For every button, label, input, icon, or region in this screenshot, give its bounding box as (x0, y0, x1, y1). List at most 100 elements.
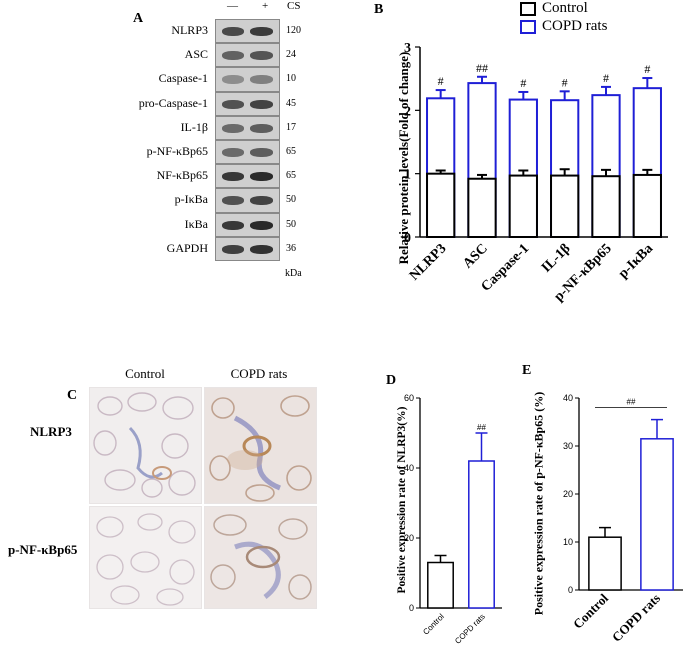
significance-mark: # (438, 74, 444, 88)
blot-strip (215, 188, 280, 213)
blot-band (222, 99, 244, 109)
bar-control (588, 536, 622, 591)
blot-band (250, 220, 273, 230)
blot-strip (215, 212, 280, 237)
bar-control (508, 174, 538, 238)
blot-strip (215, 19, 280, 44)
y-tick-label: 40 (563, 393, 573, 403)
x-tick-label: COPD rats (609, 591, 663, 645)
blot-label-6: NF-κBp65 (156, 168, 208, 183)
blot-kda-2: 10 (286, 73, 296, 85)
y-tick-label: 20 (563, 489, 573, 499)
blot-band (250, 148, 273, 157)
significance-mark: # (520, 76, 526, 90)
blot-label-2: Caspase-1 (158, 71, 208, 86)
legend-copd-swatch (520, 20, 536, 34)
blot-band (250, 172, 273, 182)
blot-band (250, 51, 273, 61)
blot-band (250, 27, 273, 36)
blot-band (250, 123, 273, 133)
blot-band (222, 172, 244, 182)
micrograph-copd-nlrp3 (204, 387, 317, 504)
panel-c-letter: C (67, 388, 78, 403)
bar-control (467, 177, 497, 239)
panel-d-letter: D (386, 373, 397, 388)
row-label-nlrp3: NLRP3 (30, 424, 72, 439)
blot-strip (215, 67, 280, 92)
bar-control (591, 175, 621, 238)
bar-control (632, 173, 662, 238)
blot-label-5: p-NF-κBp65 (146, 144, 208, 158)
blot-strip (215, 236, 280, 261)
col-header-copd: COPD rats (230, 366, 288, 381)
legend-copd-label: COPD rats (542, 18, 608, 34)
y-tick-label: 40 (404, 463, 414, 473)
col-header-control: Control (125, 366, 165, 381)
blot-band (250, 196, 273, 206)
blot-band (222, 27, 244, 36)
blot-kda-8: 50 (286, 218, 296, 230)
blot-label-1: ASC (184, 47, 208, 62)
blot-band (250, 244, 273, 254)
y-tick-label: 60 (404, 393, 414, 403)
panel-e-letter: E (522, 363, 532, 378)
significance-mark: # (644, 62, 650, 76)
blot-band (250, 99, 273, 109)
blot-band (222, 244, 244, 254)
significance-mark: # (562, 75, 568, 89)
y-tick-label: 1 (404, 168, 411, 183)
y-tick-label: 0 (409, 603, 414, 613)
micrograph-control-nlrp3 (89, 387, 202, 504)
blot-label-8: IκBa (184, 216, 208, 231)
legend-control-swatch (520, 2, 536, 16)
blot-band (222, 148, 244, 157)
blot-kda-5: 65 (286, 146, 296, 157)
y-tick-label: 10 (563, 537, 573, 547)
panel-a-letter: A (133, 11, 144, 26)
significance-mark: ## (627, 398, 636, 407)
y-tick-label: 3 (404, 41, 411, 56)
blot-kda-1: 24 (286, 49, 296, 61)
significance-mark: ## (477, 423, 486, 432)
blot-label-7: p-IκBa (174, 192, 208, 207)
blot-band (222, 196, 244, 206)
blot-band (222, 51, 244, 61)
blot-band (222, 75, 244, 85)
legend-control-label: Control (542, 0, 588, 16)
bar-copd (640, 438, 674, 591)
kda-unit: kDa (285, 268, 302, 279)
blot-strip (215, 115, 280, 140)
blot-band (222, 123, 244, 133)
blot-label-0: NLRP3 (171, 23, 208, 37)
lane-header-cs: + (262, 0, 269, 12)
bar-copd (468, 460, 495, 609)
lane-header-control: — (227, 0, 238, 12)
y-tick-label: 20 (404, 533, 414, 543)
y-tick-label: 2 (404, 104, 411, 119)
y-tick-label: 30 (563, 441, 573, 451)
blot-kda-3: 45 (286, 97, 296, 109)
micrograph-control-pnfkb (89, 506, 202, 609)
row-label-pnfkb: p-NF-κBp65 (8, 542, 78, 557)
blot-band (222, 220, 244, 230)
bar-control (427, 561, 454, 609)
x-tick-label: Control (570, 590, 611, 631)
blot-kda-4: 17 (286, 121, 296, 133)
blot-strip (215, 140, 280, 165)
blot-label-3: pro-Caspase-1 (138, 95, 208, 110)
blot-label-4: IL-1β (180, 119, 208, 134)
panel-b-letter: B (374, 2, 384, 17)
y-tick-label: 0 (568, 585, 573, 595)
blot-strip (215, 91, 280, 116)
bar-control (550, 174, 580, 238)
blot-kda-0: 120 (286, 25, 301, 36)
micrograph-copd-pnfkb (204, 506, 317, 609)
blot-label-9: GAPDH (166, 240, 208, 255)
y-tick-label: 0 (404, 231, 411, 246)
blot-strip (215, 43, 280, 68)
blot-kda-6: 65 (286, 170, 296, 182)
blot-kda-9: 36 (286, 242, 296, 254)
